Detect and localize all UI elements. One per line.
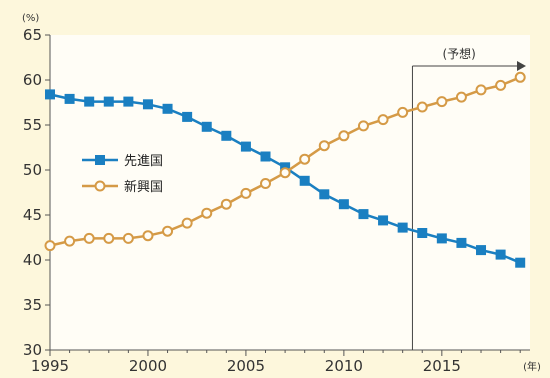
series-layer [44,71,526,268]
series-2-point [181,217,193,229]
series-2-point [495,79,507,91]
series-2-point [436,96,448,108]
forecast-annotation: (予想) [411,46,526,350]
series-2-point [260,178,272,189]
series-1-point [417,228,428,238]
series-2-point [475,84,487,96]
series-2-point [64,235,76,247]
series-1-point [260,151,271,162]
series-2-point [455,91,467,103]
series-1-point [182,111,193,122]
series-2-point [397,106,409,118]
y-tick-label: 45 [23,206,42,224]
y-tick-label: 60 [23,71,42,89]
series-1-point [45,89,55,100]
series-1-point [123,96,134,107]
series-1-point [221,130,232,141]
series-1-point [240,141,251,152]
plot-area [50,35,530,350]
y-tick-label: 30 [23,341,42,359]
x-tick-label: 1995 [31,357,69,375]
series-2-point [103,232,115,244]
series-2-point [377,114,389,126]
x-axis-unit-label: (年) [523,360,541,373]
series-2-point [122,232,134,244]
series-1-point [142,99,153,110]
series-2-point [220,198,232,210]
series-1-point [201,121,212,132]
series-2-point [44,240,56,252]
x-tick-label: 2005 [227,357,265,375]
forecast-label: (予想) [442,46,475,61]
series-2-point [83,232,95,244]
legend-label-2: 新興国 [124,179,163,195]
series-2-point [416,101,428,113]
x-tick-label: 2010 [325,357,363,375]
series-1-point [299,175,310,186]
legend-label-1: 先進国 [124,154,163,169]
series-1-point [162,103,173,114]
series-1-point [319,189,330,200]
series-2-point [162,225,174,237]
series-1-point [103,96,114,107]
x-tick-label: 2015 [423,357,461,375]
series-2-point [279,167,291,179]
series-2-point [318,140,330,152]
series-1-point [436,233,447,244]
series-1-point [338,199,349,210]
series-2-point [357,120,369,132]
series-1-point [64,93,75,104]
forecast-arrow-head [517,61,526,71]
y-tick-label: 50 [23,161,42,179]
series-1-point [84,96,95,107]
y-axis-unit-label: (%) [22,13,39,24]
series-2-point [299,153,311,165]
legend-marker-2 [94,180,106,192]
series-1-point [495,249,506,260]
series-2-point [514,71,526,83]
series-2-point [338,130,350,142]
y-tick-label: 40 [23,251,42,269]
series-1-point [476,245,487,256]
series-1-point [515,257,526,268]
x-tick-label: 2000 [129,357,167,375]
axes: 30 35 40 45 50 55 60 65 1995 2000 2005 2010 2015 (%) (… [22,13,541,375]
series-2-point [240,187,252,199]
series-1-point [358,209,369,220]
series-1-point [456,237,467,248]
y-tick-label: 65 [23,26,42,44]
y-tick-label: 55 [23,116,42,134]
series-2-point [142,230,154,242]
series-2-point [201,207,213,219]
series-1-point [397,222,408,233]
series-1-point [378,215,389,226]
legend-marker-1 [95,155,105,165]
y-tick-label: 35 [23,296,42,314]
